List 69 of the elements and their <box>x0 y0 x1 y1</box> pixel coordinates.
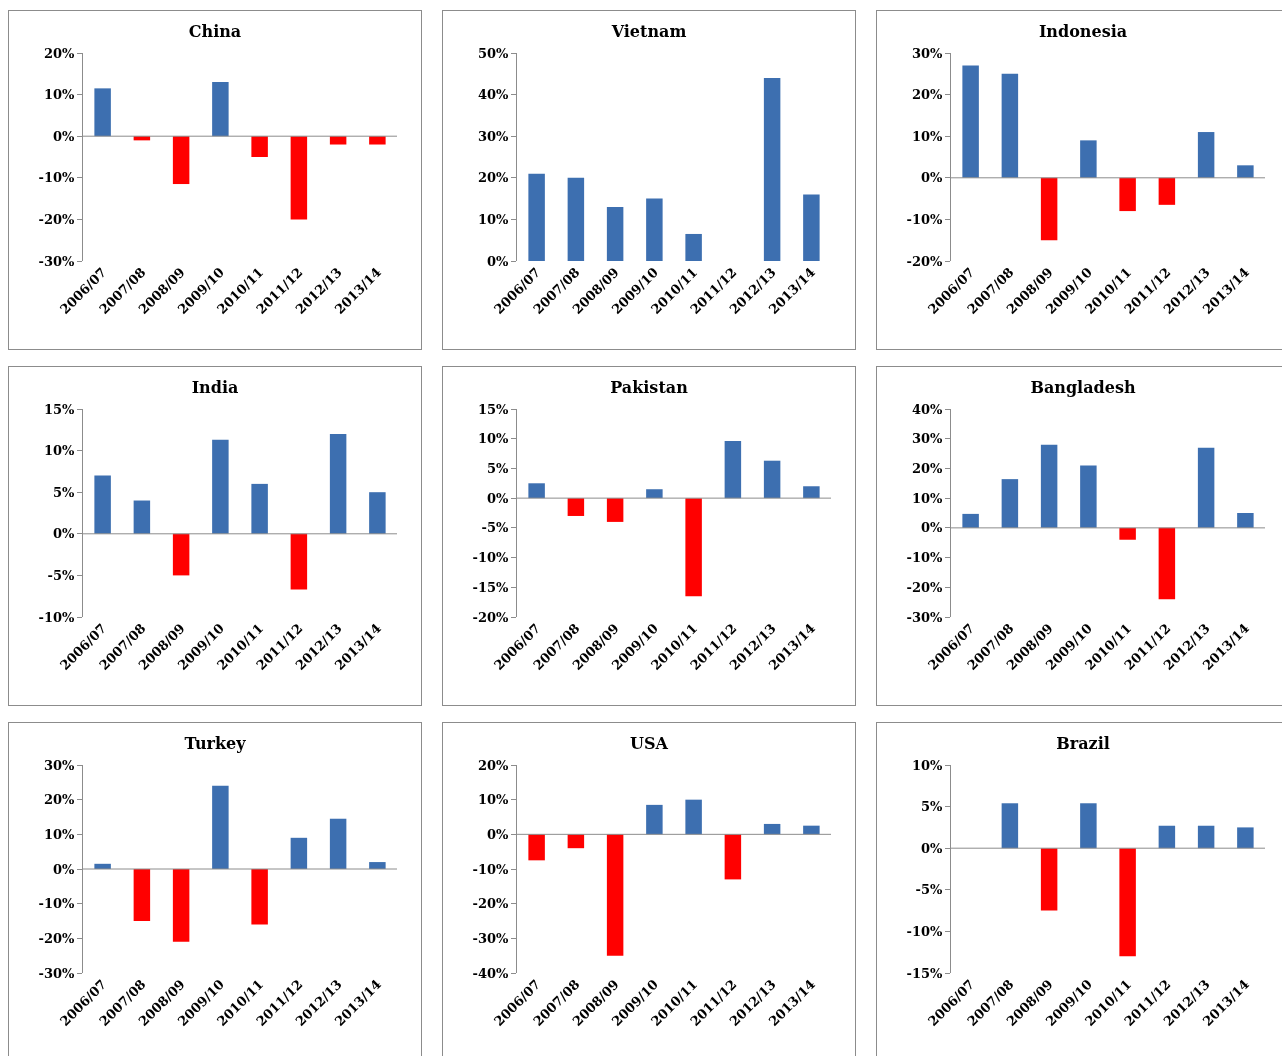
y-tick-label: 10% <box>911 490 944 506</box>
y-tick-label: -10% <box>906 211 944 227</box>
y-tick-label: 0% <box>920 170 944 186</box>
y-tick-label: 10% <box>477 792 510 808</box>
y-tick-label: 40% <box>911 401 944 417</box>
chart-title: India <box>191 378 239 398</box>
y-tick-label: -30% <box>38 253 76 269</box>
y-tick-label: 30% <box>911 45 944 61</box>
y-tick-label: 15% <box>477 401 510 417</box>
y-tick-label: -10% <box>38 896 76 912</box>
chart-title: Brazil <box>1056 734 1110 754</box>
chart-title: USA <box>630 734 669 754</box>
y-tick-label: -30% <box>38 965 76 981</box>
y-tick-label: 40% <box>477 87 510 103</box>
chart-title: Turkey <box>184 734 247 754</box>
y-tick-label: -10% <box>906 550 944 566</box>
y-tick-label: 30% <box>477 128 510 144</box>
y-tick-label: -20% <box>906 253 944 269</box>
y-tick-label: -5% <box>47 567 76 583</box>
y-tick-label: -15% <box>906 965 944 981</box>
y-tick-label: 0% <box>486 253 510 269</box>
y-tick-label: -20% <box>38 930 76 946</box>
y-tick-label: -10% <box>38 170 76 186</box>
y-tick-label: 20% <box>477 757 510 773</box>
y-tick-label: 10% <box>43 443 76 459</box>
y-tick-label: 10% <box>477 431 510 447</box>
y-tick-label: 0% <box>486 826 510 842</box>
chart-title: Vietnam <box>610 22 687 42</box>
y-tick-label: 10% <box>43 826 76 842</box>
y-tick-label: -20% <box>906 579 944 595</box>
y-tick-label: 5% <box>920 799 944 815</box>
y-tick-label: 50% <box>477 45 510 61</box>
y-tick-label: -10% <box>472 861 510 877</box>
y-tick-label: 20% <box>911 460 944 476</box>
y-tick-label: 30% <box>911 431 944 447</box>
y-tick-label: -10% <box>38 609 76 625</box>
y-tick-label: -15% <box>472 579 510 595</box>
y-tick-label: 10% <box>911 757 944 773</box>
y-tick-label: -10% <box>472 550 510 566</box>
y-tick-label: 20% <box>911 87 944 103</box>
y-tick-label: 20% <box>43 792 76 808</box>
chart-title: China <box>188 22 242 42</box>
y-tick-label: 0% <box>52 861 76 877</box>
y-tick-label: -5% <box>915 882 944 898</box>
y-tick-label: 10% <box>477 211 510 227</box>
y-tick-label: 0% <box>920 840 944 856</box>
y-tick-label: -20% <box>38 211 76 227</box>
y-tick-label: 10% <box>43 87 76 103</box>
y-tick-label: -5% <box>481 520 510 536</box>
y-tick-label: -10% <box>906 923 944 939</box>
y-tick-label: 20% <box>477 170 510 186</box>
y-tick-label: 0% <box>52 128 76 144</box>
y-tick-label: 5% <box>52 484 76 500</box>
y-tick-label: -30% <box>906 609 944 625</box>
y-tick-label: -40% <box>472 965 510 981</box>
chart-title: Bangladesh <box>1030 378 1136 398</box>
y-tick-label: 0% <box>52 526 76 542</box>
chart-title: Indonesia <box>1038 22 1128 42</box>
y-tick-label: -30% <box>472 930 510 946</box>
y-tick-label: 20% <box>43 45 76 61</box>
y-tick-label: 15% <box>43 401 76 417</box>
y-tick-label: 30% <box>43 757 76 773</box>
y-tick-label: 0% <box>920 520 944 536</box>
y-tick-label: 10% <box>911 128 944 144</box>
y-tick-label: -20% <box>472 609 510 625</box>
y-tick-label: -20% <box>472 896 510 912</box>
y-tick-label: 5% <box>486 460 510 476</box>
chart-title: Pakistan <box>610 378 689 398</box>
y-tick-label: 0% <box>486 490 510 506</box>
